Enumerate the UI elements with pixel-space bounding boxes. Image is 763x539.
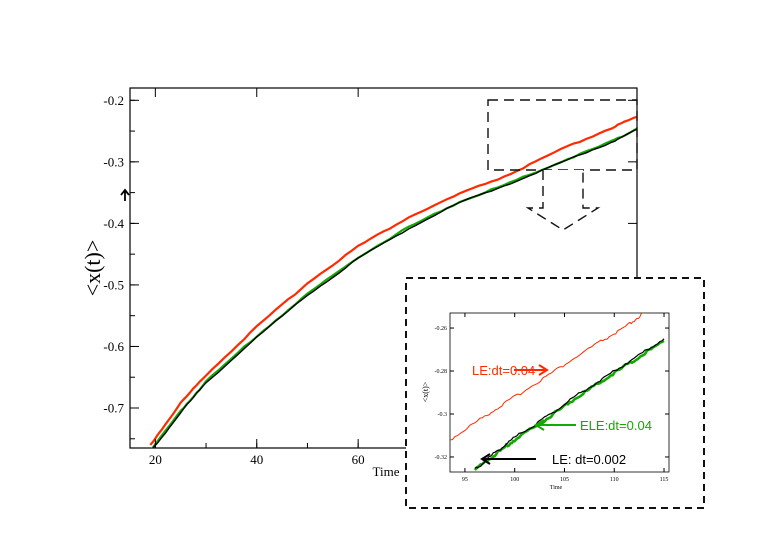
annotation-red-arrow-icon [514,364,549,376]
y-tick-label: -0.6 [103,339,124,354]
y-tick-label: -0.7 [103,401,124,416]
down-arrow-icon [525,170,601,231]
series-line-2 [152,128,637,448]
x-tick-label: 105 [560,477,569,483]
x-tick-label: 60 [352,452,365,467]
annotation-green-arrow-icon [534,419,576,431]
y-tick-label: -0.28 [435,369,448,375]
x-tick-label: 100 [510,477,519,483]
y-tick-label: -0.3 [438,412,448,418]
zoom-callout [487,99,638,231]
series-line-le-dt-0-04 [450,313,645,441]
inset-series-group [450,313,665,471]
y-tick-label: -0.26 [435,326,448,332]
main-series-group [149,115,637,448]
x-tick-label: 95 [462,477,468,483]
annotation-green-label: ELE:dt=0.04 [580,418,652,433]
inset-y-axis-label: <x(t)> [421,381,430,402]
x-tick-label: 110 [610,477,619,483]
y-axis-up-arrow-icon [120,188,130,201]
y-tick-label: -0.5 [103,277,124,292]
y-tick-label: -0.2 [103,93,124,108]
x-tick-label: 40 [250,452,263,467]
main-plot: -0.2 -0.3 -0.4 -0.5 -0.6 -0.7 20 40 60 <x(t)> T… [80,87,638,479]
series-line-le-dt-0-002 [474,338,665,469]
x-tick-label: 20 [149,452,162,467]
main-y-axis-label: <x(t)> [80,240,105,297]
inset-y-ticks: -0.26 -0.28 -0.3 -0.32 [435,326,669,461]
inset-x-ticks: 95 100 105 110 115 [462,313,668,483]
inset-plot-frame [449,312,670,473]
annotation-red-label: LE:dt=0.04 [472,363,535,378]
inset-x-axis-label: Time [550,485,563,491]
y-tick-label: -0.3 [103,154,124,169]
annotation-black-label: LE: dt=0.002 [552,452,626,467]
series-line-0 [149,115,637,446]
x-tick-label: 115 [660,477,669,483]
main-y-ticks: -0.2 -0.3 -0.4 -0.5 -0.6 -0.7 [103,93,637,440]
annotation-black-arrow-icon [480,453,536,465]
y-tick-label: -0.4 [103,216,124,231]
main-x-axis-label: Time [373,464,400,479]
y-tick-label: -0.32 [435,455,448,461]
inset-panel: -0.26 -0.28 -0.3 -0.32 95 100 105 110 115 <x(t)… [405,277,705,509]
